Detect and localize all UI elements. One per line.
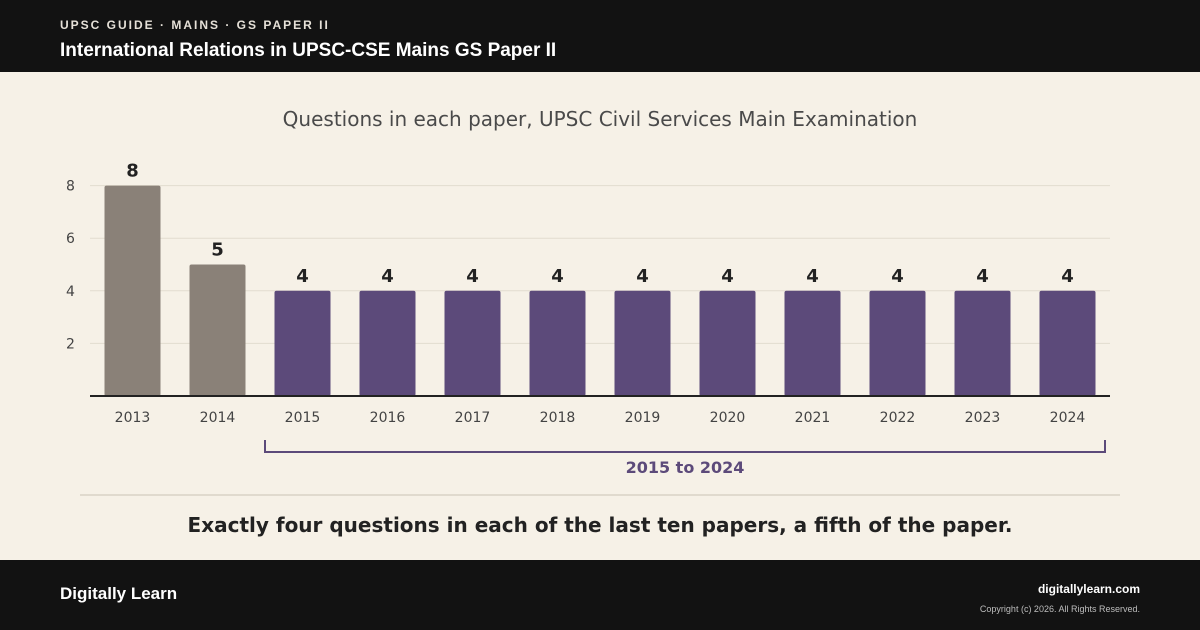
y-tick-label: 8 <box>66 179 75 195</box>
x-tick-label: 2022 <box>880 410 916 426</box>
x-tick-label: 2014 <box>200 410 236 426</box>
data-label: 4 <box>721 266 734 287</box>
y-axis-ticks: 2 4 6 8 <box>66 179 75 353</box>
bar-2021 <box>784 290 841 396</box>
page-title: International Relations in UPSC-CSE Main… <box>60 40 557 61</box>
bar-2016 <box>359 290 416 396</box>
x-tick-label: 2013 <box>115 410 151 426</box>
brand-name: Digitally Learn <box>60 584 178 603</box>
header-bar: UPSC GUIDE · MAINS · GS PAPER II Interna… <box>0 0 1200 72</box>
grid-lines <box>90 185 1110 344</box>
x-axis-ticks: 2013 2014 2015 2016 2017 2018 2019 2020 2021 2022… <box>115 410 1086 426</box>
data-label: 4 <box>296 266 309 287</box>
x-tick-label: 2015 <box>285 410 321 426</box>
bracket-line <box>264 440 1106 453</box>
data-label: 4 <box>976 266 989 287</box>
bar-2022 <box>869 290 926 396</box>
data-label: 4 <box>891 266 904 287</box>
data-label: 4 <box>381 266 394 287</box>
x-tick-label: 2021 <box>795 410 831 426</box>
data-label: 8 <box>126 161 139 182</box>
x-tick-label: 2017 <box>455 410 491 426</box>
bar-2018 <box>529 290 586 396</box>
bar-2020 <box>699 290 756 396</box>
data-label: 4 <box>466 266 479 287</box>
bar-chart: Questions in each paper, UPSC Civil Serv… <box>66 107 1120 537</box>
x-tick-label: 2020 <box>710 410 746 426</box>
bar-2013 <box>104 185 161 396</box>
x-tick-label: 2024 <box>1050 410 1086 426</box>
data-label: 4 <box>551 266 564 287</box>
chart-title: Questions in each paper, UPSC Civil Serv… <box>283 107 918 131</box>
bar-2023 <box>954 290 1011 396</box>
site-link[interactable]: digitallylearn.com <box>1037 582 1140 596</box>
eyebrow-text: UPSC GUIDE · MAINS · GS PAPER II <box>60 18 330 32</box>
x-tick-label: 2016 <box>370 410 406 426</box>
data-label: 4 <box>636 266 649 287</box>
bar-2014 <box>189 264 246 396</box>
data-label: 4 <box>806 266 819 287</box>
range-bracket: 2015 to 2024 <box>264 440 1106 477</box>
bracket-label: 2015 to 2024 <box>626 458 745 477</box>
x-tick-label: 2019 <box>625 410 661 426</box>
data-label: 5 <box>211 240 224 261</box>
x-tick-label: 2018 <box>540 410 576 426</box>
y-tick-label: 4 <box>66 284 75 300</box>
chart-area: Questions in each paper, UPSC Civil Serv… <box>0 72 1200 560</box>
bar-2024 <box>1039 290 1096 396</box>
y-tick-label: 2 <box>66 336 75 352</box>
y-tick-label: 6 <box>66 231 75 247</box>
footer-bar: Digitally Learn digitallylearn.com Copyr… <box>0 560 1200 630</box>
chart-caption: Exactly four questions in each of the la… <box>188 513 1013 537</box>
bar-2019 <box>614 290 671 396</box>
bars: 8 5 4 4 4 4 4 4 4 4 4 4 <box>104 161 1096 396</box>
bar-2017 <box>444 290 501 396</box>
bar-2015 <box>274 290 331 396</box>
copyright-text: Copyright (c) 2026. All Rights Reserved. <box>979 604 1140 614</box>
x-tick-label: 2023 <box>965 410 1001 426</box>
data-label: 4 <box>1061 266 1074 287</box>
